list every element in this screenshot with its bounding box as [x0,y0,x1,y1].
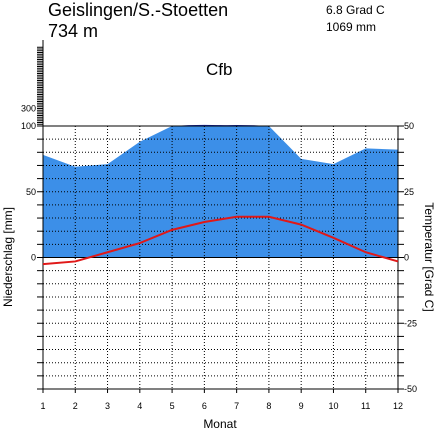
x-tick-label: 12 [393,401,403,411]
grid-lines [43,126,398,389]
climate-classification: Cfb [206,60,233,79]
x-tick-label: 7 [234,401,239,411]
right-axis-label: Temperatur [Grad C] [422,202,436,311]
x-tick-label: 2 [73,401,78,411]
temperature-line [42,215,399,266]
x-tick-label: 8 [266,401,271,411]
left-tick-label: 300 [21,104,36,114]
x-tick-label: 11 [361,401,370,411]
station-name: Geislingen/S.-Stoetten [48,0,229,20]
mean-temperature: 6.8 Grad C [326,3,385,17]
right-tick-label: -25 [404,318,417,328]
right-tick-label: 25 [404,187,414,197]
right-tick-label: 0 [404,253,409,263]
x-tick-label: 4 [137,401,142,411]
x-tick-label: 6 [202,401,207,411]
x-tick-label: 10 [328,401,338,411]
x-tick-label: 9 [299,401,304,411]
right-tick-label: 50 [404,121,414,131]
left-tick-label: 0 [31,253,36,263]
station-elevation: 734 m [48,21,99,41]
axis-ticks [37,46,404,393]
x-tick-label: 5 [170,401,175,411]
precipitation-area [43,124,398,258]
left-axis-label: Niederschlag [mm] [1,207,15,307]
annual-precipitation: 1069 mm [326,20,377,34]
right-tick-label: -50 [404,384,417,394]
left-tick-label: 100 [21,121,36,131]
left-tick-label: 50 [26,187,36,197]
x-axis-label: Monat [203,417,237,430]
x-tick-label: 3 [105,401,110,411]
x-tick-label: 1 [40,401,45,411]
